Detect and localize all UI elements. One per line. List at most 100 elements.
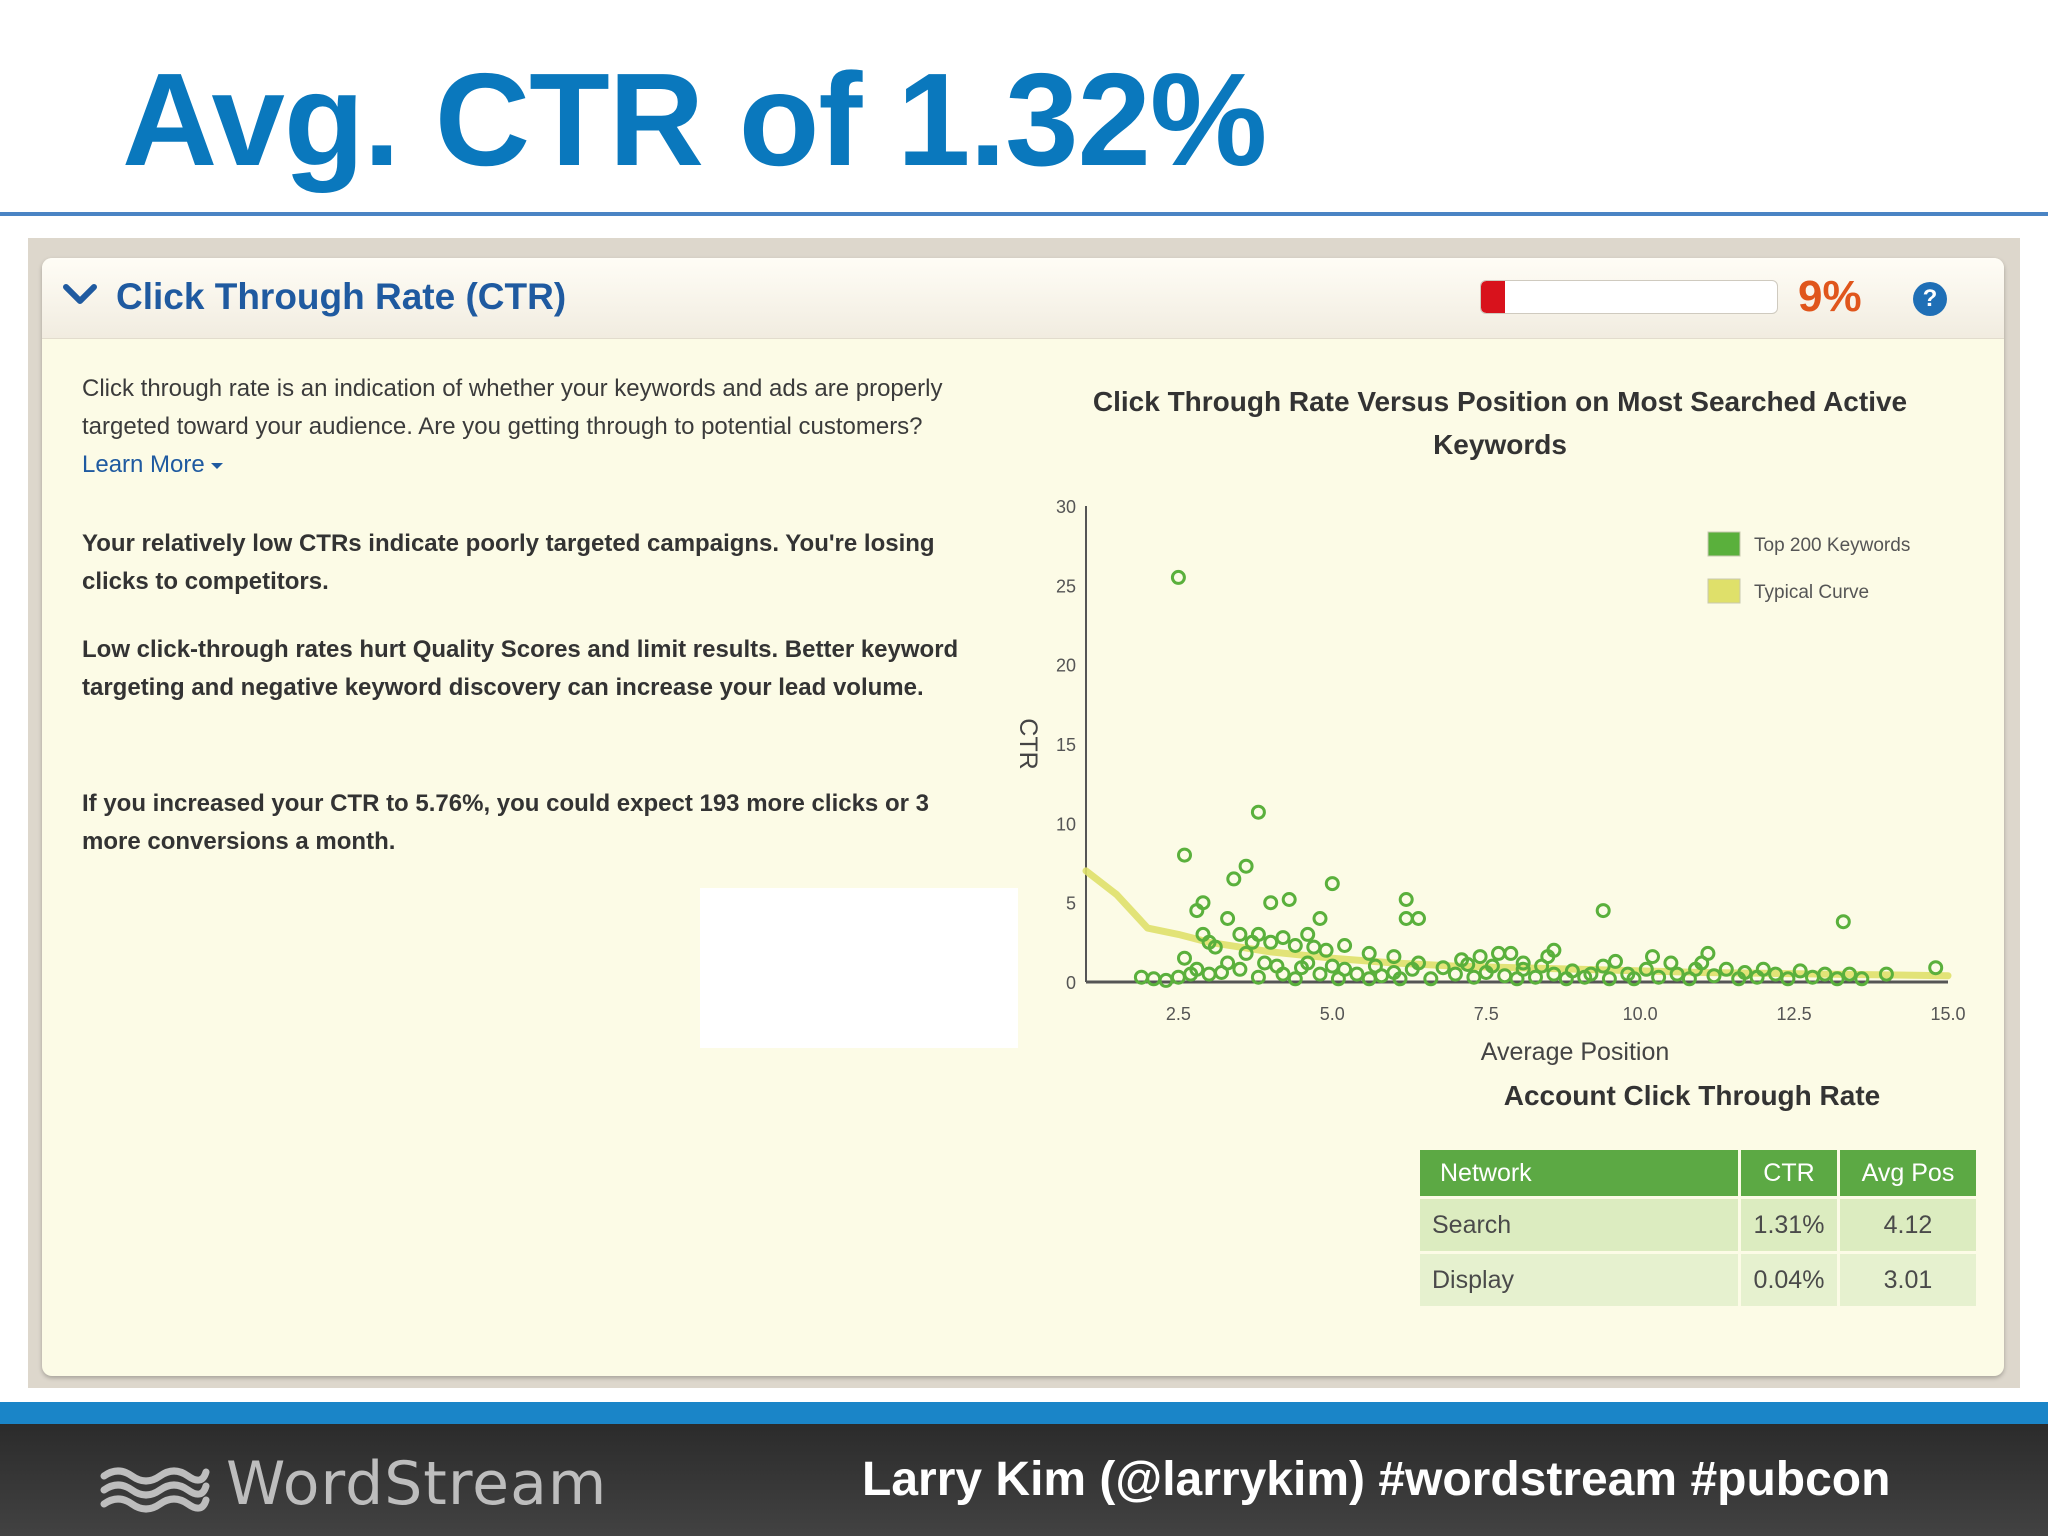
cell-avg-pos: 4.12 (1838, 1196, 1976, 1253)
cell-network: Search (1420, 1196, 1741, 1253)
scatter-point (1312, 966, 1328, 982)
table-row: Search 1.31% 4.12 (1420, 1196, 1976, 1253)
scatter-point (1275, 930, 1291, 946)
scatter-point (1220, 911, 1236, 926)
scatter-point (1287, 938, 1303, 953)
scatter-point (1515, 961, 1531, 977)
legend-label: Typical Curve (1754, 582, 1869, 603)
y-tick-label: 15 (1056, 735, 1076, 755)
scatter-point (1447, 966, 1463, 982)
scatter-point (1878, 966, 1894, 982)
learn-more-label[interactable]: Learn More (82, 451, 205, 478)
y-tick-label: 20 (1056, 656, 1076, 676)
scatter-point (1398, 911, 1414, 926)
scatter-point (1608, 953, 1623, 969)
caret-down-icon[interactable] (210, 462, 223, 469)
scatter-point (1669, 966, 1685, 982)
y-tick-label: 10 (1056, 814, 1076, 834)
scatter-point (1583, 966, 1599, 982)
scatter-point (1287, 971, 1303, 987)
scatter-point (1460, 957, 1476, 972)
scatter-point (1503, 945, 1519, 961)
cell-network: Display (1420, 1251, 1741, 1306)
title-rule (0, 212, 2048, 216)
cell-avg-pos: 3.01 (1838, 1251, 1976, 1306)
x-tick-label: 7.5 (1474, 1004, 1499, 1024)
help-icon[interactable]: ? (1913, 282, 1947, 316)
footer-credit: Larry Kim (@larrykim) #wordstream #pubco… (862, 1453, 1891, 1506)
header-network: Network (1420, 1150, 1741, 1198)
scatter-point (1497, 968, 1513, 984)
account-ctr-table: Network CTR Avg Pos Search 1.31% 4.12 Di… (1420, 1150, 1976, 1306)
legend-swatch (1707, 578, 1741, 604)
header-avg-pos: Avg Pos (1838, 1150, 1976, 1198)
scatter-point (1189, 903, 1205, 919)
x-tick-label: 10.0 (1623, 1004, 1658, 1024)
scatter-point (1546, 966, 1562, 982)
scatter-point (1411, 955, 1426, 971)
cell-ctr: 0.04% (1739, 1251, 1840, 1306)
scatter-point (1324, 876, 1340, 892)
scatter-point (1651, 969, 1667, 985)
legend-label: Top 200 Keywords (1754, 535, 1910, 556)
scatter-point (1300, 926, 1316, 942)
cell-ctr: 1.31% (1739, 1196, 1840, 1253)
scatter-point (1257, 955, 1273, 971)
intro-copy: Click through rate is an indication of w… (82, 375, 943, 440)
scatter-point (1663, 955, 1679, 971)
scatter-point (1250, 969, 1266, 985)
scatter-point (1601, 971, 1617, 987)
scatter-point (1337, 938, 1353, 953)
scatter-point (1306, 939, 1322, 955)
wordstream-logo-text: WordStream (226, 1449, 608, 1519)
ctr-scatter-chart: 0 5 10 15 20 25 30 2.5 5.0 7.5 10.0 12.5 15.0 Average… (1014, 497, 1966, 1066)
chevron-down-icon[interactable] (62, 282, 98, 308)
scatter-point (1700, 945, 1716, 961)
scatter-point (1374, 968, 1389, 984)
scatter-point (1780, 971, 1796, 987)
panel-title[interactable]: Click Through Rate (CTR) (116, 276, 567, 317)
account-ctr-title: Account Click Through Rate (1503, 1080, 1881, 1111)
scatter-point (1177, 950, 1192, 966)
scatter-point (1398, 892, 1414, 907)
scatter-point (1324, 958, 1340, 974)
wordstream-waves-icon (100, 1467, 210, 1513)
footer-stripe (0, 1402, 2048, 1424)
scatter-point (1281, 892, 1297, 907)
scatter-point (1546, 942, 1562, 958)
x-axis-label: Average Position (1481, 1038, 1670, 1066)
panel-header[interactable]: Click Through Rate (CTR) 9% ? (42, 258, 2004, 339)
scatter-point (1250, 926, 1266, 942)
scatter-point (1238, 945, 1254, 961)
scatter-point (1349, 966, 1365, 982)
scatter-point (1854, 971, 1870, 987)
scatter-point (1423, 971, 1439, 987)
x-tick-label: 15.0 (1930, 1004, 1965, 1024)
table-header-row: Network CTR Avg Pos (1420, 1150, 1976, 1198)
x-tick-label: 5.0 (1320, 1004, 1345, 1024)
scatter-point (1275, 966, 1291, 982)
scatter-point (1337, 961, 1353, 977)
scatter-point (1842, 966, 1857, 982)
scatter-point (1466, 969, 1482, 985)
scatter-point (1220, 955, 1236, 971)
finding-text: Your relatively low CTRs indicate poorly… (82, 530, 935, 595)
scatter-point (1300, 955, 1316, 971)
scatter-point (1928, 960, 1944, 976)
scatter-point (1435, 960, 1451, 976)
scatter-point (1263, 934, 1279, 950)
scatter-point (1645, 949, 1660, 965)
scatter-point (1232, 926, 1248, 942)
impact-text: Low click-through rates hurt Quality Sco… (82, 636, 959, 701)
y-tick-label: 30 (1056, 497, 1076, 517)
learn-more-link[interactable]: Learn More (82, 451, 223, 478)
y-tick-label: 25 (1056, 576, 1076, 596)
scatter-point (1626, 971, 1642, 987)
scatter-point (1718, 961, 1734, 977)
legend-swatch (1707, 531, 1741, 557)
scatter-point (1595, 958, 1611, 974)
blank-box (700, 888, 1018, 1048)
scatter-point (1232, 961, 1248, 977)
scatter-point (1792, 963, 1808, 979)
score-meter-fill (1481, 281, 1505, 313)
